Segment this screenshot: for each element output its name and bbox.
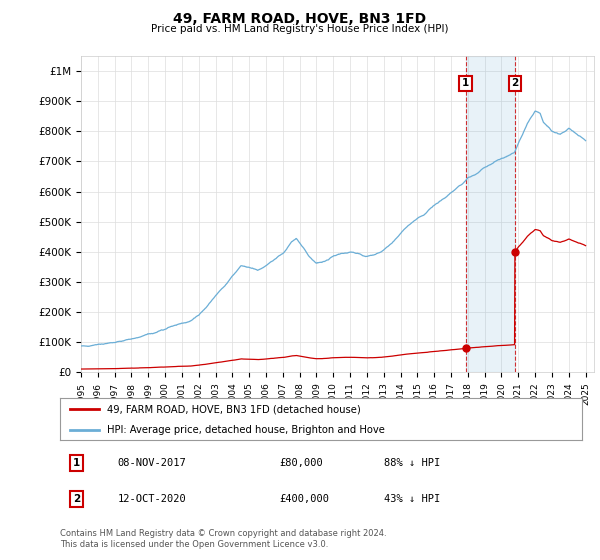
Text: HPI: Average price, detached house, Brighton and Hove: HPI: Average price, detached house, Brig… <box>107 426 385 435</box>
Text: 49, FARM ROAD, HOVE, BN3 1FD: 49, FARM ROAD, HOVE, BN3 1FD <box>173 12 427 26</box>
Text: 1: 1 <box>73 458 80 468</box>
Text: Price paid vs. HM Land Registry's House Price Index (HPI): Price paid vs. HM Land Registry's House … <box>151 24 449 34</box>
Text: 2: 2 <box>511 78 518 88</box>
Bar <box>466 56 515 372</box>
Text: 88% ↓ HPI: 88% ↓ HPI <box>383 458 440 468</box>
Text: £80,000: £80,000 <box>279 458 323 468</box>
Text: 1: 1 <box>462 78 469 88</box>
Text: Contains HM Land Registry data © Crown copyright and database right 2024.
This d: Contains HM Land Registry data © Crown c… <box>60 529 386 549</box>
Text: 12-OCT-2020: 12-OCT-2020 <box>118 494 186 505</box>
Text: £400,000: £400,000 <box>279 494 329 505</box>
Text: 49, FARM ROAD, HOVE, BN3 1FD (detached house): 49, FARM ROAD, HOVE, BN3 1FD (detached h… <box>107 404 361 414</box>
Text: 2: 2 <box>73 494 80 505</box>
Text: 08-NOV-2017: 08-NOV-2017 <box>118 458 186 468</box>
Text: 43% ↓ HPI: 43% ↓ HPI <box>383 494 440 505</box>
